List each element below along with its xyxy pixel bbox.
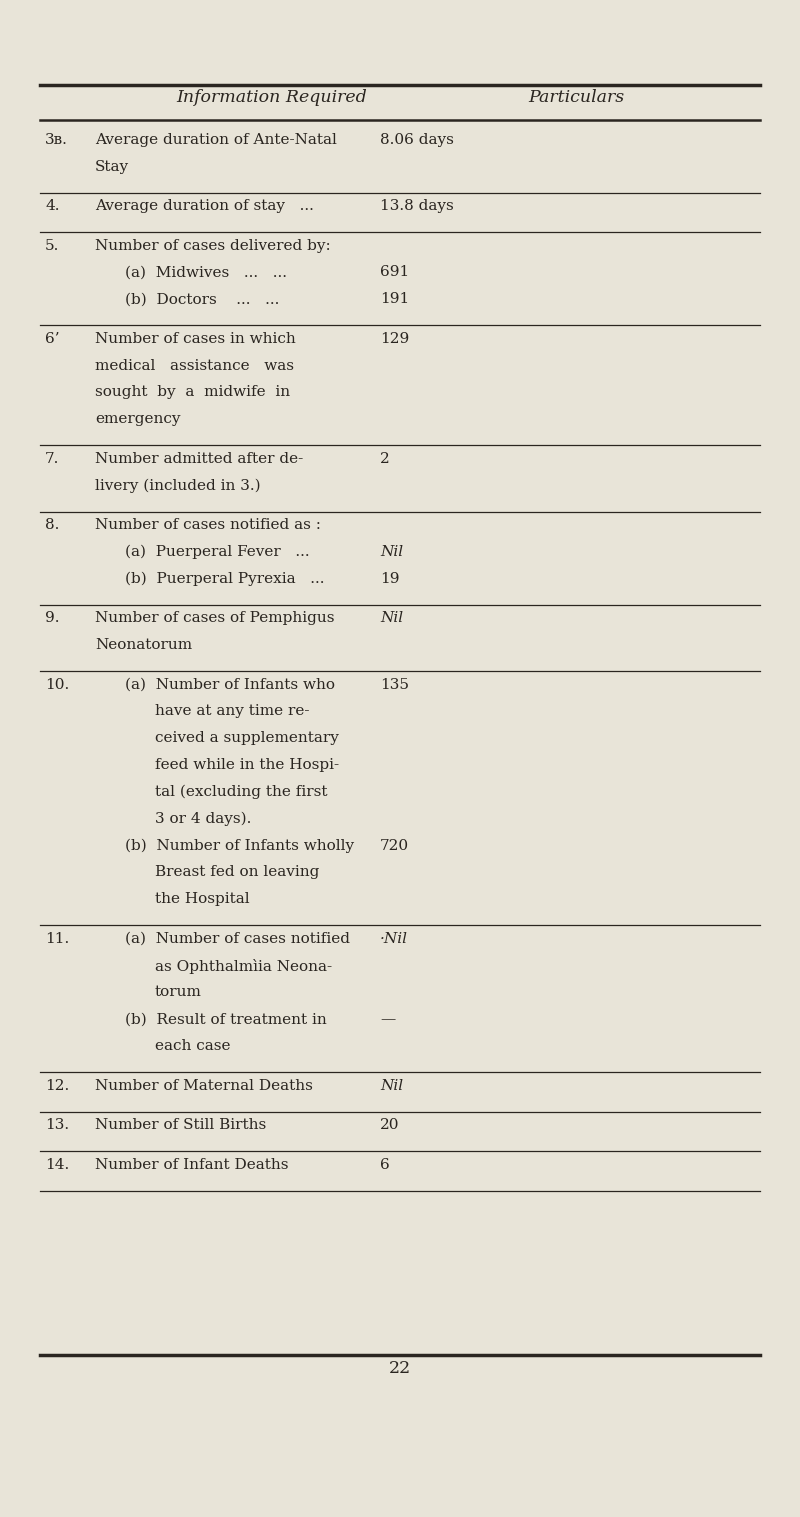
- Text: 13.: 13.: [45, 1118, 69, 1132]
- Text: 9.: 9.: [45, 611, 59, 625]
- Text: 11.: 11.: [45, 931, 70, 945]
- Text: Average duration of stay   ...: Average duration of stay ...: [95, 199, 314, 212]
- Text: emergency: emergency: [95, 413, 181, 426]
- Text: Number of Infant Deaths: Number of Infant Deaths: [95, 1157, 289, 1171]
- Text: 12.: 12.: [45, 1079, 70, 1092]
- Text: Number of cases in which: Number of cases in which: [95, 332, 296, 346]
- Text: 7.: 7.: [45, 452, 59, 466]
- Text: medical   assistance   was: medical assistance was: [95, 358, 294, 373]
- Text: Number of Still Births: Number of Still Births: [95, 1118, 266, 1132]
- Text: Average duration of Ante-Natal: Average duration of Ante-Natal: [95, 132, 337, 147]
- Text: have at any time re-: have at any time re-: [155, 704, 310, 719]
- Text: Number of cases delivered by:: Number of cases delivered by:: [95, 238, 330, 253]
- Text: (b)  Result of treatment in: (b) Result of treatment in: [125, 1012, 326, 1027]
- Text: as Ophthalmìia Neona-: as Ophthalmìia Neona-: [155, 959, 332, 974]
- Text: ceived a supplementary: ceived a supplementary: [155, 731, 339, 745]
- Text: sought  by  a  midwife  in: sought by a midwife in: [95, 385, 290, 399]
- Text: (a)  Puerperal Fever   ...: (a) Puerperal Fever ...: [125, 545, 310, 560]
- Text: (a)  Number of cases notified: (a) Number of cases notified: [125, 931, 350, 945]
- Text: 720: 720: [380, 839, 409, 853]
- Text: 135: 135: [380, 678, 409, 692]
- Text: 8.: 8.: [45, 519, 59, 532]
- Text: Nil: Nil: [380, 611, 403, 625]
- Text: 14.: 14.: [45, 1157, 70, 1171]
- Text: Number of Maternal Deaths: Number of Maternal Deaths: [95, 1079, 313, 1092]
- Text: 6’: 6’: [45, 332, 60, 346]
- Text: (a)  Midwives   ...   ...: (a) Midwives ... ...: [125, 265, 287, 279]
- Text: 22: 22: [389, 1361, 411, 1377]
- Text: 10.: 10.: [45, 678, 70, 692]
- Text: (b)  Doctors    ...   ...: (b) Doctors ... ...: [125, 293, 279, 306]
- Text: Number of cases notified as :: Number of cases notified as :: [95, 519, 321, 532]
- Text: 13.8 days: 13.8 days: [380, 199, 454, 212]
- Text: 20: 20: [380, 1118, 399, 1132]
- Text: 129: 129: [380, 332, 410, 346]
- Text: Number admitted after de-: Number admitted after de-: [95, 452, 303, 466]
- Text: Information Required: Information Required: [176, 90, 366, 106]
- Text: 691: 691: [380, 265, 410, 279]
- Text: 6: 6: [380, 1157, 390, 1171]
- Text: Nil: Nil: [380, 1079, 403, 1092]
- Text: (b)  Number of Infants wholly: (b) Number of Infants wholly: [125, 839, 354, 853]
- Text: Neonatorum: Neonatorum: [95, 639, 192, 652]
- Text: Number of cases of Pemphigus: Number of cases of Pemphigus: [95, 611, 334, 625]
- Text: Breast fed on leaving: Breast fed on leaving: [155, 865, 319, 880]
- Text: 191: 191: [380, 293, 410, 306]
- Text: 8.06 days: 8.06 days: [380, 132, 454, 147]
- Text: each case: each case: [155, 1039, 230, 1053]
- Text: Particulars: Particulars: [528, 90, 624, 106]
- Text: 3 or 4 days).: 3 or 4 days).: [155, 812, 251, 827]
- Text: 3ʙ.: 3ʙ.: [45, 132, 68, 147]
- Text: (b)  Puerperal Pyrexia   ...: (b) Puerperal Pyrexia ...: [125, 572, 325, 586]
- Text: livery (included in 3.): livery (included in 3.): [95, 478, 261, 493]
- Text: the Hospital: the Hospital: [155, 892, 250, 906]
- Text: Stay: Stay: [95, 159, 129, 173]
- Text: ·Nil: ·Nil: [380, 931, 408, 945]
- Text: torum: torum: [155, 986, 202, 1000]
- Text: 5.: 5.: [45, 238, 59, 253]
- Text: tal (excluding the first: tal (excluding the first: [155, 784, 327, 799]
- Text: 4.: 4.: [45, 199, 59, 212]
- Text: 2: 2: [380, 452, 390, 466]
- Text: feed while in the Hospi-: feed while in the Hospi-: [155, 758, 339, 772]
- Text: (a)  Number of Infants who: (a) Number of Infants who: [125, 678, 335, 692]
- Text: 19: 19: [380, 572, 399, 586]
- Text: —: —: [380, 1012, 395, 1027]
- Text: Nil: Nil: [380, 545, 403, 558]
